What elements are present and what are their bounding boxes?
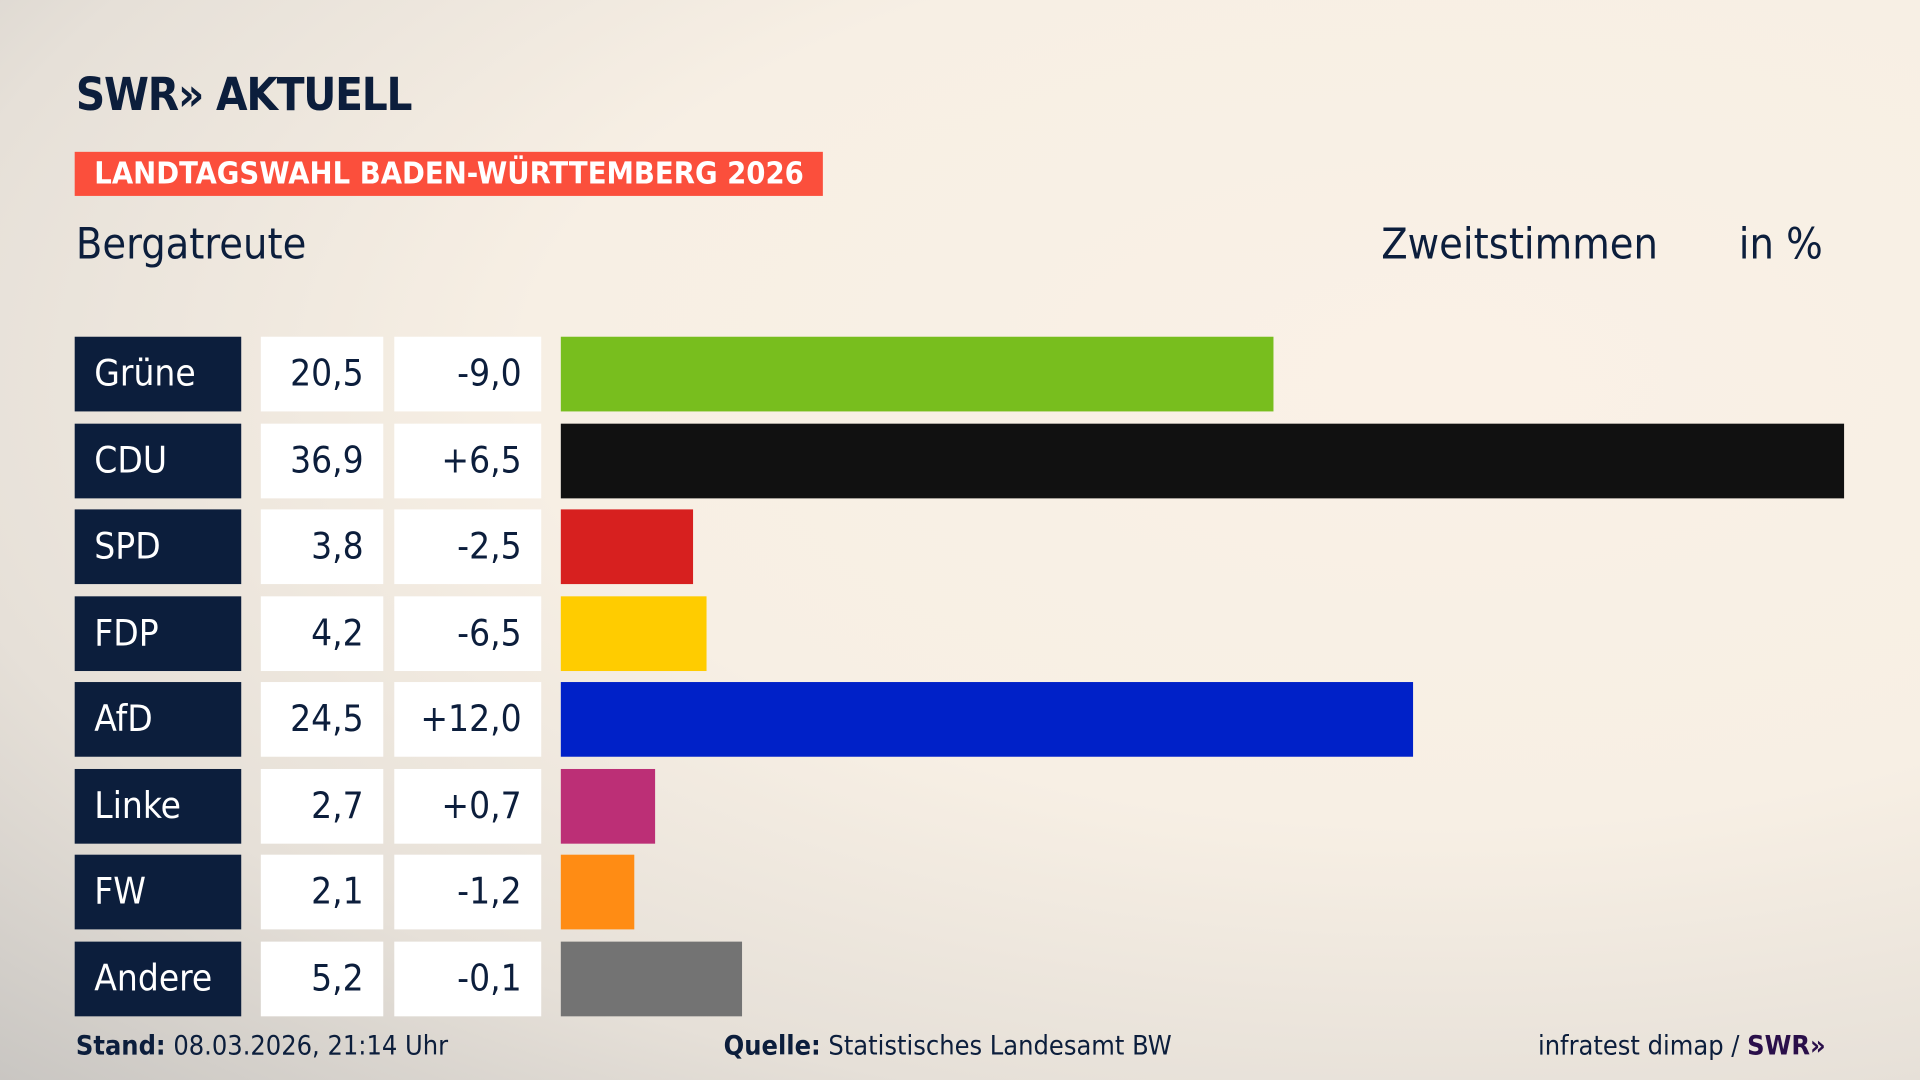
timestamp: Stand: 08.03.2026, 21:14 Uhr	[76, 1031, 448, 1062]
diff-label: -1,2	[394, 854, 542, 930]
bar-afd	[560, 682, 1413, 757]
value-label: 24,5	[260, 682, 384, 757]
value-label: 2,1	[260, 854, 384, 930]
value-label: 2,7	[260, 768, 384, 844]
swr-aktuell-logo: SWR» AKTUELL	[75, 68, 413, 122]
party-label: Andere	[74, 941, 242, 1016]
diff-label: -6,5	[394, 595, 542, 671]
diff-label: -9,0	[394, 336, 542, 412]
diff-label: -2,5	[394, 509, 542, 585]
swr-logo: SWR»	[1747, 1031, 1826, 1062]
metric-label: Zweitstimmen	[1381, 220, 1658, 270]
party-label: FDP	[74, 595, 242, 671]
bar-cdu	[560, 423, 1845, 498]
bar-andere	[560, 941, 742, 1016]
party-label: SPD	[74, 509, 242, 585]
election-banner: LANDTAGSWAHL BADEN-WÜRTTEMBERG 2026	[74, 151, 824, 196]
party-label: AfD	[74, 682, 242, 757]
bar-grüne	[560, 336, 1274, 412]
party-label: Linke	[74, 768, 242, 844]
credit-text: infratest dimap /	[1537, 1031, 1748, 1062]
bar-linke	[560, 768, 655, 844]
credit: infratest dimap / SWR»	[1538, 1031, 1826, 1062]
diff-label: -0,1	[394, 941, 542, 1016]
bar-fdp	[560, 595, 707, 671]
party-label: FW	[74, 854, 242, 930]
value-label: 20,5	[260, 336, 384, 412]
value-label: 5,2	[260, 941, 384, 1016]
value-label: 36,9	[260, 423, 384, 498]
value-label: 4,2	[260, 595, 384, 671]
party-label: Grüne	[74, 336, 242, 412]
source-label: Quelle:	[723, 1031, 821, 1062]
unit-label: in %	[1738, 220, 1823, 270]
stand-value: 08.03.2026, 21:14 Uhr	[173, 1031, 449, 1062]
source: Quelle: Statistisches Landesamt BW	[724, 1031, 1172, 1062]
diff-label: +6,5	[394, 423, 542, 498]
place-title: Bergatreute	[75, 220, 307, 270]
value-label: 3,8	[260, 509, 384, 585]
stand-label: Stand:	[75, 1031, 166, 1062]
party-label: CDU	[74, 423, 242, 498]
source-value: Statistisches Landesamt BW	[828, 1031, 1172, 1062]
diff-label: +0,7	[394, 768, 542, 844]
bar-spd	[560, 509, 693, 585]
diff-label: +12,0	[394, 682, 542, 757]
bar-fw	[560, 854, 634, 930]
